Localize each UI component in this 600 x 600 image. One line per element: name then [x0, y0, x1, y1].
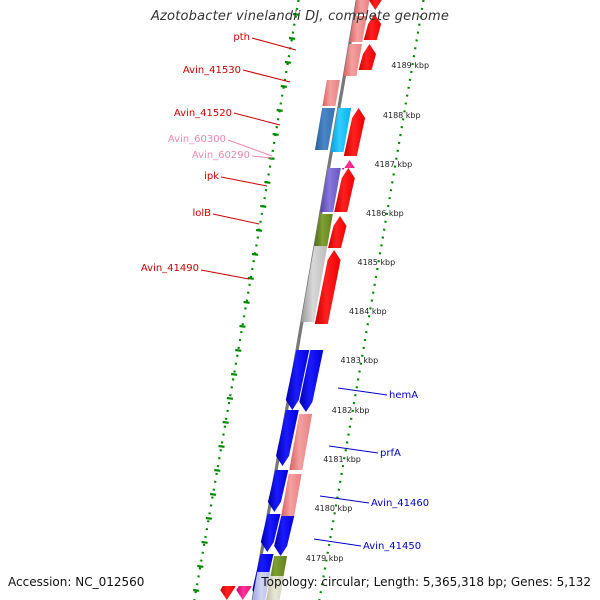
gene-label: Avin_41530 [183, 65, 241, 76]
ring-dash [251, 252, 259, 256]
gene-feature [358, 44, 376, 70]
gene-features [220, 0, 384, 600]
label-leader-line [251, 155, 273, 159]
dotted-rings [192, 0, 425, 600]
tick-label: 4185 kbp [358, 258, 396, 267]
inner-dotted-ring [193, 0, 300, 600]
gene-feature [236, 586, 252, 600]
gene-feature [285, 350, 310, 410]
label-leader-line [313, 538, 362, 547]
ring-dash [243, 300, 250, 304]
gene-feature [320, 168, 341, 212]
ring-dash [209, 492, 217, 496]
gene-feature [314, 108, 336, 150]
ring-dash [247, 276, 254, 280]
ring-dash [272, 132, 279, 136]
gene-label: pth [233, 32, 250, 43]
gene-feature [334, 168, 355, 212]
label-leader-line [337, 387, 388, 396]
gene-label: Avin_60290 [192, 150, 250, 161]
ring-dash [192, 588, 200, 592]
gene-feature [266, 576, 284, 600]
gene-feature [276, 410, 299, 466]
gene-feature [349, 16, 367, 42]
tick-label: 4180 kbp [315, 504, 353, 513]
gene-feature [267, 470, 289, 512]
gene-label: Avin_41450 [363, 541, 421, 552]
label-leader-line [212, 213, 260, 225]
label-leader-line [220, 176, 268, 187]
gene-feature [354, 0, 370, 14]
gene-feature [328, 216, 347, 248]
ring-dash [197, 564, 204, 568]
gene-feature [363, 14, 382, 40]
label-leader-line [328, 445, 379, 454]
tick-label: 4183 kbp [341, 356, 379, 365]
gene-feature [330, 108, 352, 152]
gene-feature [220, 586, 236, 600]
tick-label: 4179 kbp [306, 554, 344, 563]
ring-dash [276, 108, 283, 112]
ring-dash [205, 516, 212, 520]
label-leader-line [242, 69, 291, 83]
label-leaders [200, 37, 388, 547]
tick-label: 4184 kbp [349, 307, 387, 316]
gene-feature [322, 80, 340, 106]
gene-feature [289, 414, 313, 470]
label-leader-line [251, 37, 297, 51]
gene-feature [314, 250, 341, 324]
gene-feature [252, 572, 271, 600]
gene-label: lolB [192, 208, 211, 219]
gene-label: Avin_41460 [371, 498, 429, 509]
label-leader-line [233, 112, 281, 126]
gene-labels: pth Avin_41530 Avin_41520 Avin_60300 Avin_60… [141, 32, 429, 552]
gene-label: Avin_60300 [168, 134, 226, 145]
gene-label: Avin_41520 [174, 108, 232, 119]
gene-feature [260, 514, 281, 552]
gene-feature [274, 516, 295, 556]
ring-dash [255, 228, 263, 232]
ring-dash [292, 12, 300, 16]
gene-feature [341, 160, 357, 170]
gene-feature [368, 0, 384, 10]
ring-dash [235, 348, 242, 352]
ring-dash [222, 420, 229, 424]
ring-dash [264, 180, 271, 184]
tick-label: 4189 kbp [391, 61, 429, 70]
ring-dash [230, 372, 238, 376]
outer-dotted-ring [318, 0, 425, 600]
gene-feature [281, 474, 302, 516]
gene-feature [299, 350, 324, 412]
gene-label: Avin_41490 [141, 263, 199, 274]
tick-label: 4186 kbp [366, 209, 404, 218]
label-leader-line [319, 495, 370, 504]
gene-feature [314, 214, 333, 246]
gene-label: prfA [380, 448, 401, 459]
genome-summary-text: Topology: circular; Length: 5,365,318 bp… [261, 575, 591, 589]
map-title: Azotobacter vinelandii DJ, complete geno… [150, 9, 450, 24]
ring-dash [280, 84, 287, 88]
ring-dash [226, 396, 234, 400]
gene-label: ipk [204, 171, 219, 182]
ring-dash [201, 540, 208, 544]
tick-label: 4187 kbp [375, 160, 413, 169]
ring-dash [288, 36, 296, 40]
gene-feature [301, 246, 328, 322]
tick-label: 4182 kbp [332, 406, 370, 415]
label-leader-line [227, 139, 273, 157]
ring-dash [260, 204, 267, 208]
gene-label: hemA [389, 390, 418, 401]
gene-feature [343, 108, 366, 156]
tick-label: 4181 kbp [323, 455, 361, 464]
label-leader-line [200, 269, 250, 280]
ring-dash [239, 324, 246, 328]
ring-dash [218, 444, 225, 448]
ring-dash [284, 60, 292, 64]
accession-text: Accession: NC_012560 [8, 575, 145, 589]
tick-label: 4188 kbp [383, 111, 421, 120]
ring-dash [214, 468, 221, 472]
gene-feature [343, 44, 362, 76]
tick-labels: 4189 kbp 4188 kbp 4187 kbp 4186 kbp 4185 kbp… [306, 61, 429, 563]
